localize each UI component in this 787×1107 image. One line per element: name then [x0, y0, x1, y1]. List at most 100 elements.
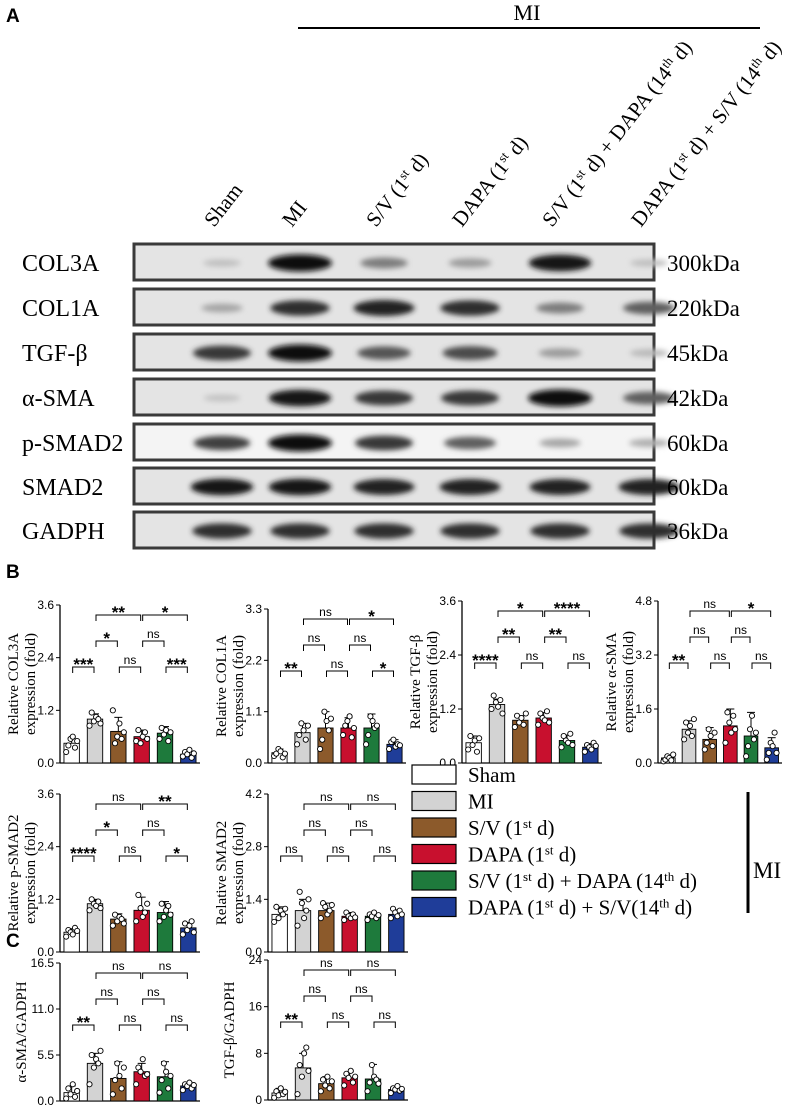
data-point [535, 721, 542, 728]
data-point [341, 1082, 348, 1089]
blot-band [618, 479, 680, 495]
y-tick-label: 1.4 [245, 892, 262, 906]
data-point [396, 742, 403, 749]
data-point [116, 720, 123, 727]
blot-band [355, 390, 413, 406]
y-tick-label: 16.5 [31, 956, 55, 970]
chart-1: 0.0 1.1 2.2 3.3 Relative COL1A expression (fo… [214, 602, 406, 770]
comparison-bracket [142, 972, 188, 979]
data-point [135, 891, 142, 898]
comparison-bracket [142, 998, 165, 1005]
legend-label: DAPA (1st d) + S/V(14th d) [468, 895, 692, 920]
y-tick-label: 0.0 [37, 945, 54, 959]
y-tick-label: 3.6 [37, 598, 54, 612]
comparison-label: ns [308, 816, 321, 830]
comparison-label: ** [502, 625, 516, 644]
data-point [303, 907, 310, 914]
blot-kda-label: 220kDa [667, 296, 740, 321]
data-point [97, 1047, 104, 1054]
data-point [86, 722, 93, 729]
comparison-label: ns [354, 631, 367, 645]
blot-kda-label: 60kDa [667, 431, 728, 456]
data-point [569, 741, 576, 749]
comparison-label: ns [367, 790, 380, 804]
blot-band [190, 478, 254, 496]
data-point [160, 1060, 167, 1067]
data-point [683, 719, 690, 726]
data-point [398, 911, 405, 918]
lane-label-5: DAPA (1st d) + S/V (14th d) [626, 36, 786, 232]
data-point [305, 896, 312, 903]
lane-label-3: DAPA (1st d) [447, 131, 533, 231]
blot-band [439, 479, 501, 495]
comparison-bracket [349, 618, 394, 625]
data-point [726, 719, 733, 726]
legend-label: S/V (1st d) [468, 816, 554, 841]
y-tick-label: 0.0 [635, 756, 652, 770]
data-point [300, 727, 307, 734]
data-point [186, 1079, 193, 1086]
comparison-label: ns [378, 1008, 391, 1022]
data-point [97, 720, 104, 727]
data-point [86, 1081, 93, 1088]
comparison-label: ns [308, 982, 321, 996]
comparison-bracket [567, 662, 590, 669]
blot-protein-label: COL3A [22, 251, 100, 277]
y-tick-label: 0.0 [37, 1094, 54, 1107]
data-point [705, 726, 712, 733]
data-point [398, 1085, 405, 1092]
blot-protein-label: GADPH [22, 519, 105, 545]
blot-band [530, 523, 590, 539]
data-point [118, 1085, 125, 1092]
legend-item-1: MI [411, 790, 494, 814]
data-point [690, 716, 697, 723]
data-point [303, 1044, 310, 1051]
y-tick-label: 0.0 [37, 756, 54, 770]
y-tick-label: 0.0 [245, 756, 262, 770]
legend-label: MI [468, 790, 494, 814]
data-point [296, 731, 303, 739]
data-point [190, 750, 197, 757]
legend-swatch [411, 843, 457, 865]
y-axis-label: Relative COL1A [214, 635, 230, 737]
data-point [188, 918, 195, 925]
data-point [156, 918, 163, 925]
blot-protein-label: TGF-β [22, 341, 88, 367]
panel-letter-c: C [6, 931, 20, 952]
data-point [139, 1056, 146, 1063]
comparison-bracket [303, 803, 350, 810]
data-point [769, 743, 776, 750]
bar-2 [317, 727, 334, 764]
data-point [279, 911, 287, 918]
comparison-bracket [326, 855, 350, 862]
blot-band [538, 348, 582, 358]
data-point [137, 740, 144, 747]
data-point [724, 709, 731, 716]
data-point [141, 729, 149, 736]
comparison-label: ns [147, 985, 160, 999]
chart-0: 0.0 1.2 2.4 3.6 Relative COL3A expression (fo… [6, 598, 200, 770]
comparison-label: ns [320, 790, 333, 804]
comparison-bracket [303, 618, 348, 625]
comparison-bracket [142, 614, 188, 621]
y-axis-label: Relative α-SMA [604, 632, 620, 731]
data-point [707, 732, 714, 740]
comparison-bracket [95, 640, 118, 647]
y-tick-label: 1.1 [245, 705, 262, 719]
data-point [298, 720, 305, 727]
comparison-label: ns [734, 623, 747, 637]
comparison-bracket [142, 803, 188, 810]
data-point [120, 1064, 127, 1071]
comparison-label: ns [170, 1011, 183, 1025]
comparison-label: **** [70, 844, 97, 863]
data-point [158, 1077, 165, 1084]
blot-row-5: SMAD2 60kDa [22, 466, 728, 506]
y-tick-label: 4.2 [245, 787, 262, 801]
data-point [167, 729, 174, 736]
y-tick-label: 3.2 [635, 648, 652, 662]
y-axis-label: Relative TGF-β [408, 635, 424, 729]
legend-label: Sham [468, 763, 516, 787]
comparison-label: ns [367, 956, 380, 970]
